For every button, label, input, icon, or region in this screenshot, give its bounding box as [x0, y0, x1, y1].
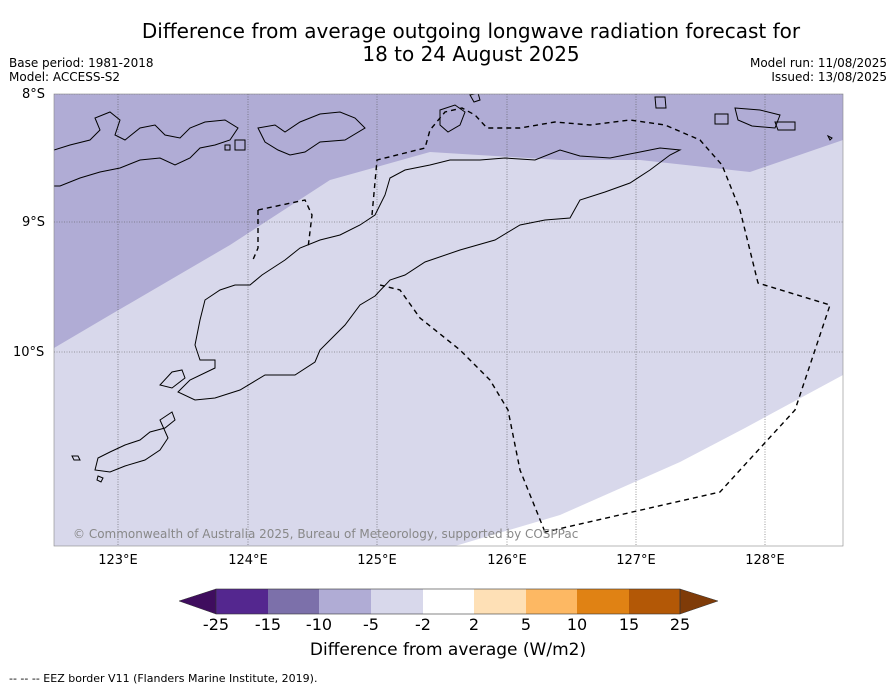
title-line-2: 18 to 24 August 2025 [362, 42, 580, 66]
colorbar-segment [319, 589, 371, 614]
colorbar-label: Difference from average (W/m2) [309, 640, 587, 660]
coastlines [54, 94, 833, 483]
eez-footnote: -- -- -- EEZ border V11 (Flanders Marine… [9, 672, 318, 685]
map-title: Difference from average outgoing longwav… [60, 20, 882, 66]
colorbar-extend-low [178, 588, 217, 615]
map-frame [53, 93, 844, 547]
title-line-1: Difference from average outgoing longwav… [141, 19, 801, 43]
colorbar-tick-label: -5 [363, 615, 379, 634]
lon-label-127e: 127°E [616, 553, 656, 568]
colorbar-segment [474, 589, 526, 614]
colorbar-segment [423, 589, 474, 614]
colorbar-extend-high [679, 588, 719, 615]
colorbar-segment [216, 589, 268, 614]
model-run: Model run: 11/08/2025 [749, 56, 887, 70]
colorbar-tick-label: -15 [254, 615, 282, 634]
colorbar-segment [526, 589, 577, 614]
copyright-notice: © Commonwealth of Australia 2025, Bureau… [73, 527, 579, 541]
colorbar-segment [268, 589, 319, 614]
lat-label-8s: 8°S [22, 87, 46, 102]
lat-label-10s: 10°S [13, 345, 45, 360]
band-minus15-minus10 [54, 94, 843, 348]
band-neutral [455, 375, 843, 546]
lat-label-9s: 9°S [22, 215, 46, 230]
colorbar [178, 588, 719, 615]
colorbar-tick-label: -2 [415, 615, 431, 634]
colorbar-tick-label: -25 [202, 615, 230, 634]
meta-left: Base period: 1981-2018 Model: ACCESS-S2 [9, 56, 154, 84]
lon-label-123e: 123°E [98, 553, 138, 568]
base-period: Base period: 1981-2018 [9, 56, 154, 70]
lon-label-128e: 128°E [745, 553, 785, 568]
colorbar-segment [371, 589, 423, 614]
issued-date: Issued: 13/08/2025 [771, 70, 887, 84]
colorbar-tick-label: -10 [305, 615, 333, 634]
colorbar-tick-label: 25 [669, 615, 691, 634]
lon-label-126e: 126°E [487, 553, 527, 568]
colorbar-tick-label: 2 [468, 615, 480, 634]
graticule [54, 94, 843, 546]
colorbar-segment [629, 589, 680, 614]
meta-right: Model run: 11/08/2025 Issued: 13/08/2025 [750, 56, 887, 84]
model-name: Model: ACCESS-S2 [9, 70, 121, 84]
map-area [54, 94, 843, 546]
colorbar-segment [577, 589, 629, 614]
colorbar-tick-label: 10 [566, 615, 588, 634]
colorbar-tick-label: 5 [520, 615, 532, 634]
colorbar-outline [215, 588, 681, 615]
lon-label-124e: 124°E [228, 553, 268, 568]
lon-label-125e: 125°E [357, 553, 397, 568]
eez-borders [251, 107, 831, 533]
colorbar-tick-label: 15 [618, 615, 640, 634]
